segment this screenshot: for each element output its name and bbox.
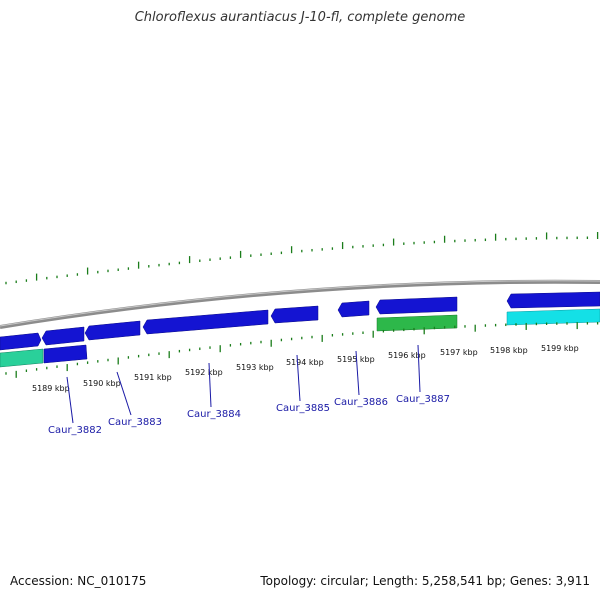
cds-feature	[376, 314, 458, 332]
inner-tick-ring	[5, 322, 599, 378]
kbp-label: 5197 kbp	[440, 348, 478, 357]
cds-feature	[41, 326, 85, 346]
gene-label: Caur_3882	[48, 425, 102, 436]
gene-label: Caur_3885	[276, 403, 330, 414]
cds-feature	[506, 291, 600, 309]
backbone-arc	[0, 279, 600, 329]
kbp-scale-labels: 5189 kbp 5190 kbp 5191 kbp 5192 kbp 5193 kbp…	[32, 344, 579, 393]
cds-feature	[270, 305, 319, 324]
gene-labels: Caur_3882 Caur_3883 Caur_3884 Caur_3885 Caur…	[48, 344, 450, 436]
kbp-label: 5198 kbp	[490, 346, 528, 355]
kbp-label: 5192 kbp	[185, 368, 223, 377]
backbone-highlight	[0, 280, 600, 327]
gene-leader-line	[116, 371, 132, 416]
kbp-label: 5191 kbp	[134, 373, 172, 382]
gene-leader-line	[66, 376, 74, 424]
kbp-label: 5196 kbp	[388, 351, 426, 360]
gene-label: Caur_3887	[396, 394, 450, 405]
outer-tick-ring	[5, 232, 599, 285]
cds-feature	[506, 308, 600, 326]
gene-leader-line	[417, 344, 421, 393]
gene-leader-line	[355, 350, 360, 396]
cds-feature	[0, 348, 44, 368]
cds-feature	[43, 344, 88, 364]
kbp-label: 5199 kbp	[541, 344, 579, 353]
gene-label: Caur_3883	[108, 417, 162, 428]
cds-feature	[337, 300, 370, 318]
map-title: Chloroflexus aurantiacus J-10-fl, comple…	[134, 10, 466, 25]
genome-summary-text: Topology: circular; Length: 5,258,541 bp…	[260, 574, 590, 588]
gene-leader-line	[296, 354, 301, 402]
reverse-strand-genes	[0, 308, 600, 368]
gene-leader-line	[208, 362, 212, 408]
kbp-label: 5189 kbp	[32, 384, 70, 393]
kbp-label: 5194 kbp	[286, 358, 324, 367]
accession-text: Accession: NC_010175	[10, 574, 147, 588]
forward-strand-genes	[0, 291, 600, 351]
cds-feature	[84, 320, 141, 341]
cds-feature	[142, 309, 269, 335]
gene-label: Caur_3884	[187, 409, 241, 420]
kbp-label: 5190 kbp	[83, 379, 121, 388]
kbp-label: 5195 kbp	[337, 355, 375, 364]
gene-label: Caur_3886	[334, 397, 388, 408]
kbp-label: 5193 kbp	[236, 363, 274, 372]
cds-feature	[0, 332, 42, 351]
cds-feature	[375, 296, 458, 315]
genome-backbone	[0, 279, 600, 329]
